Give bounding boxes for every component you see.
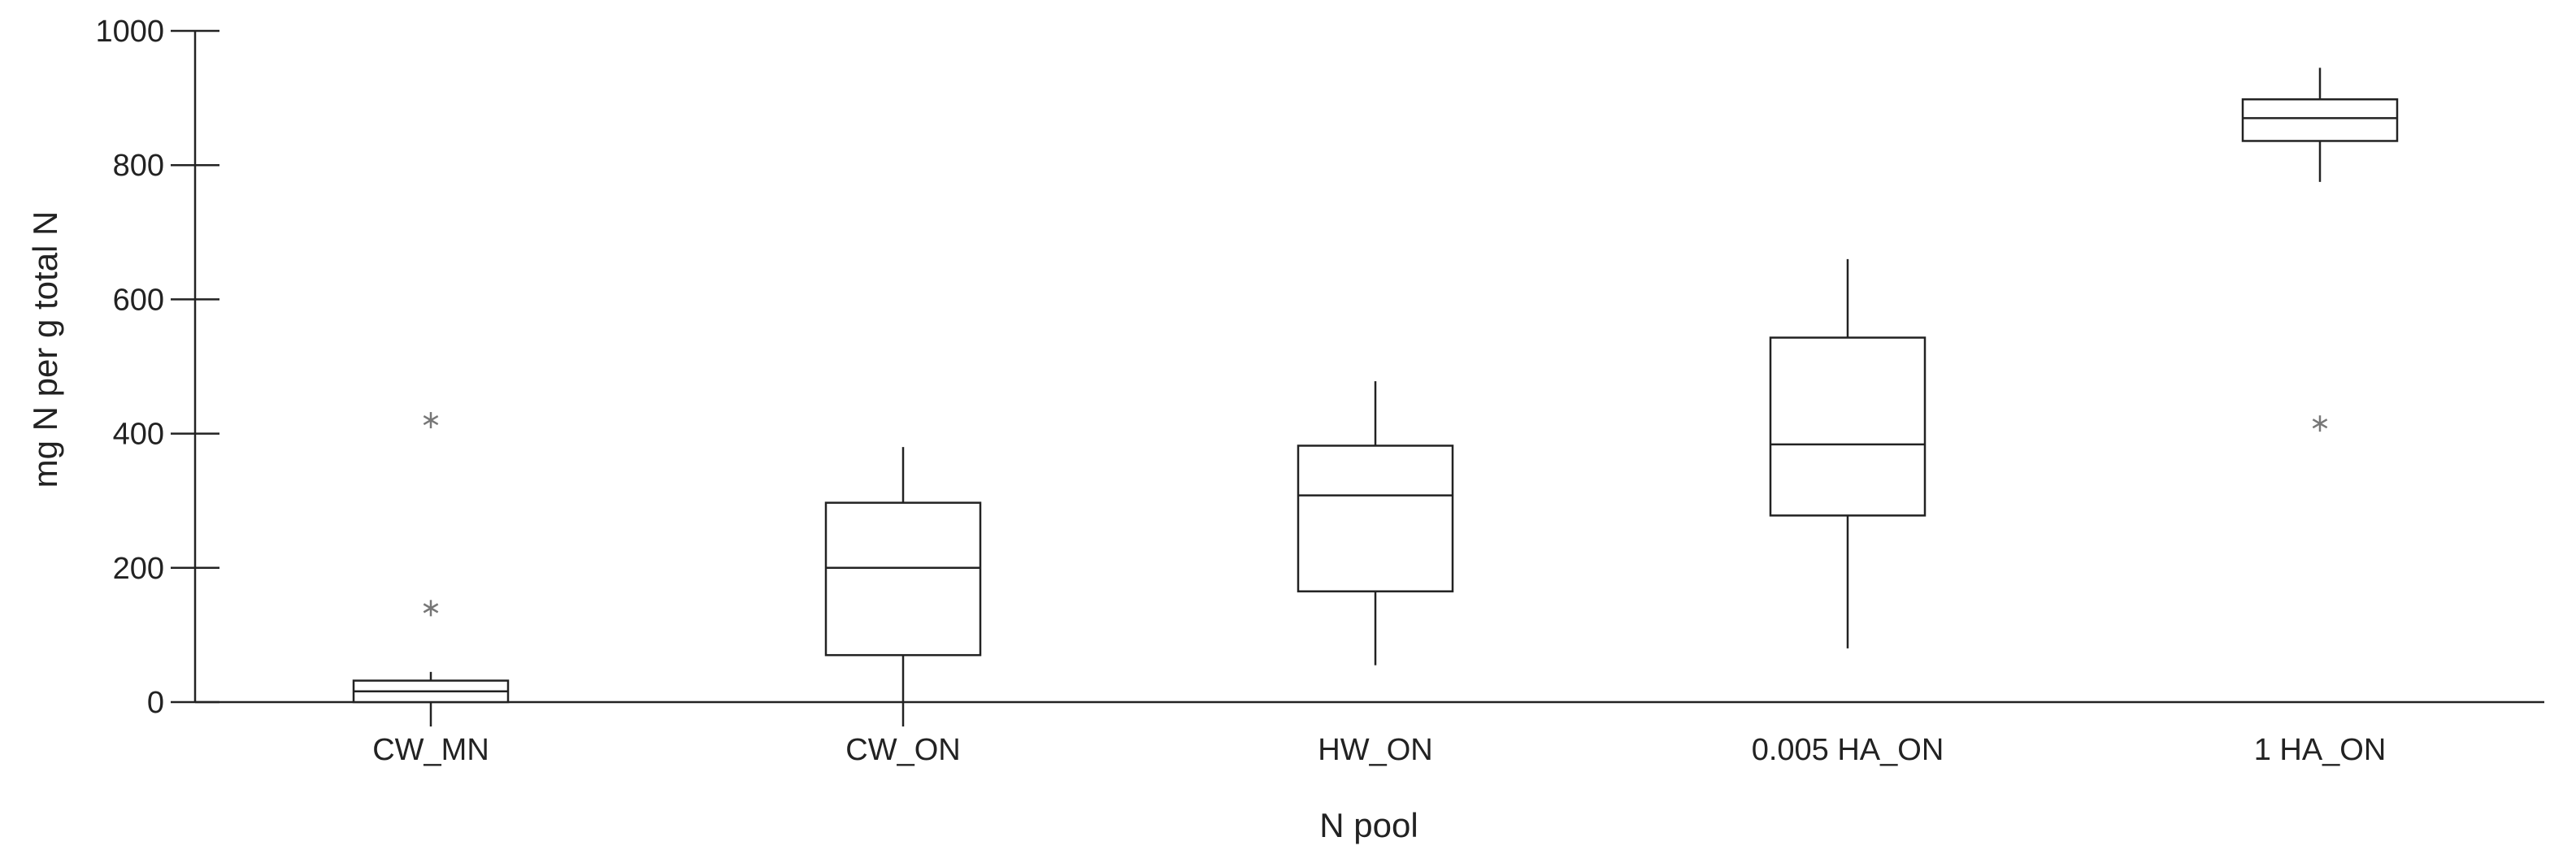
y-tick-label: 400 bbox=[113, 418, 164, 452]
x-axis-title: N pool bbox=[1319, 806, 1418, 844]
y-tick-label: 600 bbox=[113, 283, 164, 317]
box-group bbox=[1769, 258, 1927, 648]
y-axis: 0 200 400 600 800 1000 bbox=[95, 15, 219, 720]
x-tick-label: 0.005 HA_ON bbox=[1752, 733, 1944, 767]
x-tick-label: 1 HA_ON bbox=[2254, 733, 2387, 767]
box bbox=[1297, 445, 1454, 592]
x-tick-label: HW_ON bbox=[1318, 733, 1432, 767]
box-group bbox=[824, 447, 982, 726]
x-axis: CW_MN CW_ON HW_ON 0.005 HA_ON 1 HA_ON bbox=[195, 700, 2544, 767]
outlier-point bbox=[423, 412, 439, 429]
x-tick-label: CW_MN bbox=[372, 733, 489, 767]
boxes bbox=[352, 67, 2399, 726]
box bbox=[2241, 98, 2399, 142]
y-tick-label: 800 bbox=[113, 149, 164, 183]
y-tick-label: 1000 bbox=[95, 15, 164, 49]
box-group bbox=[352, 412, 510, 726]
y-tick-label: 0 bbox=[147, 686, 164, 720]
y-tick-label: 200 bbox=[113, 552, 164, 586]
x-tick-label: CW_ON bbox=[845, 733, 960, 767]
outlier-point bbox=[423, 600, 439, 617]
y-axis-title: mg N per g total N bbox=[26, 211, 64, 488]
box-group bbox=[1297, 381, 1454, 666]
outlier-point bbox=[2312, 415, 2328, 432]
box bbox=[1769, 336, 1927, 517]
box-group bbox=[2241, 67, 2399, 432]
box bbox=[824, 501, 982, 657]
